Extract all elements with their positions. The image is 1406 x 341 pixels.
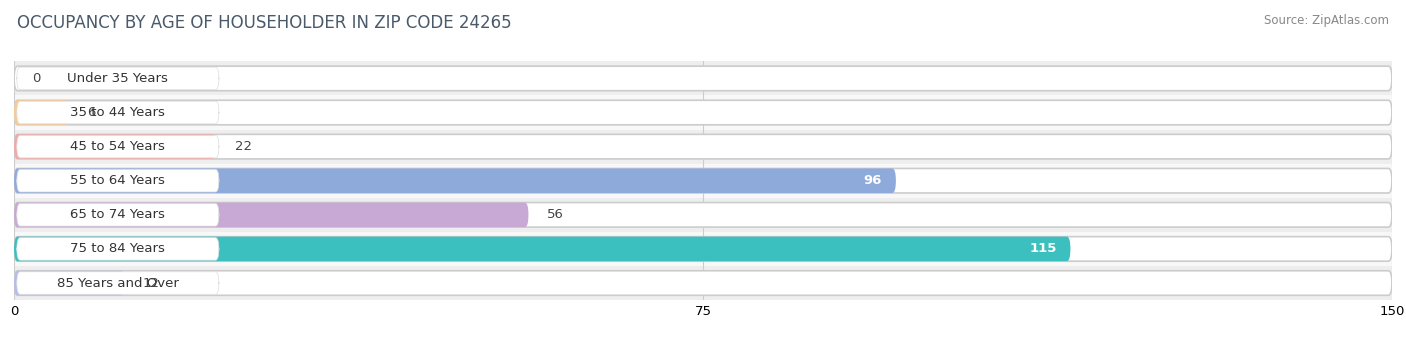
Text: 115: 115	[1029, 242, 1057, 255]
Text: 85 Years and Over: 85 Years and Over	[56, 277, 179, 290]
FancyBboxPatch shape	[17, 101, 219, 124]
Text: 0: 0	[32, 72, 41, 85]
Text: 65 to 74 Years: 65 to 74 Years	[70, 208, 166, 221]
FancyBboxPatch shape	[17, 272, 219, 294]
FancyBboxPatch shape	[17, 67, 219, 90]
Bar	[14, 232, 1392, 266]
Text: Under 35 Years: Under 35 Years	[67, 72, 169, 85]
FancyBboxPatch shape	[14, 168, 1392, 193]
FancyBboxPatch shape	[17, 238, 219, 260]
Bar	[14, 130, 1392, 164]
Text: Source: ZipAtlas.com: Source: ZipAtlas.com	[1264, 14, 1389, 27]
Text: 56: 56	[547, 208, 564, 221]
FancyBboxPatch shape	[17, 135, 219, 158]
Text: 6: 6	[87, 106, 96, 119]
FancyBboxPatch shape	[14, 203, 529, 227]
FancyBboxPatch shape	[14, 100, 69, 125]
FancyBboxPatch shape	[14, 237, 1392, 261]
Bar	[14, 61, 1392, 95]
Text: 75 to 84 Years: 75 to 84 Years	[70, 242, 166, 255]
FancyBboxPatch shape	[14, 271, 124, 295]
Text: 22: 22	[235, 140, 252, 153]
FancyBboxPatch shape	[14, 168, 896, 193]
Text: 96: 96	[863, 174, 882, 187]
Text: 45 to 54 Years: 45 to 54 Years	[70, 140, 166, 153]
Text: 55 to 64 Years: 55 to 64 Years	[70, 174, 166, 187]
FancyBboxPatch shape	[14, 134, 217, 159]
FancyBboxPatch shape	[17, 169, 219, 192]
FancyBboxPatch shape	[14, 271, 1392, 295]
FancyBboxPatch shape	[14, 100, 1392, 125]
FancyBboxPatch shape	[14, 134, 1392, 159]
Text: OCCUPANCY BY AGE OF HOUSEHOLDER IN ZIP CODE 24265: OCCUPANCY BY AGE OF HOUSEHOLDER IN ZIP C…	[17, 14, 512, 32]
Bar	[14, 164, 1392, 198]
Bar	[14, 95, 1392, 130]
FancyBboxPatch shape	[14, 237, 1070, 261]
FancyBboxPatch shape	[14, 203, 1392, 227]
Bar	[14, 266, 1392, 300]
Text: 35 to 44 Years: 35 to 44 Years	[70, 106, 166, 119]
FancyBboxPatch shape	[14, 66, 1392, 91]
Text: 12: 12	[142, 277, 160, 290]
FancyBboxPatch shape	[17, 204, 219, 226]
Bar	[14, 198, 1392, 232]
